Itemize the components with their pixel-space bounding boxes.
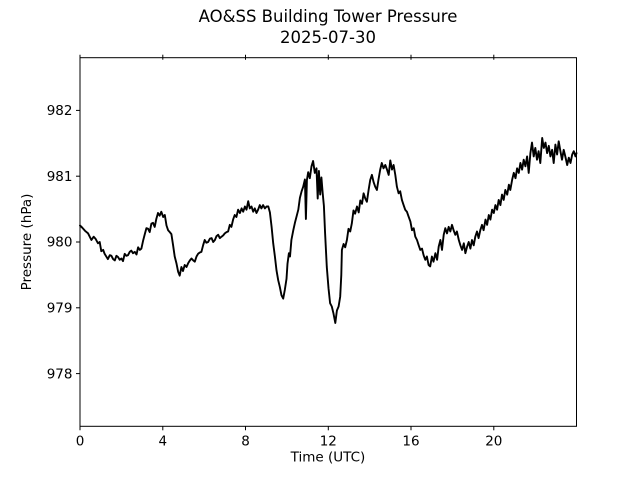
y-axis-ticks bbox=[76, 109, 80, 375]
pressure-trace bbox=[79, 137, 578, 324]
x-axis-ticks-bottom bbox=[79, 426, 495, 431]
x-tick-label: 0 bbox=[76, 434, 85, 450]
y-tick-label: 978 bbox=[47, 366, 73, 382]
chart-subtitle: 2025-07-30 bbox=[280, 28, 376, 47]
y-axis-label: Pressure (hPa) bbox=[19, 194, 35, 291]
x-axis-tick-labels: 0 4 8 12 16 20 bbox=[76, 434, 503, 450]
x-tick-label: 8 bbox=[241, 434, 250, 450]
x-axis-label: Time (UTC) bbox=[290, 450, 366, 466]
y-tick-label: 979 bbox=[47, 301, 73, 317]
x-tick-label: 20 bbox=[485, 434, 502, 450]
plot-border bbox=[79, 57, 577, 427]
x-tick-label: 4 bbox=[159, 434, 168, 450]
x-tick-label: 12 bbox=[320, 434, 337, 450]
y-tick-label: 981 bbox=[47, 169, 73, 185]
chart-title: AO&SS Building Tower Pressure bbox=[199, 7, 458, 26]
y-tick-label: 980 bbox=[47, 235, 73, 251]
y-tick-label: 982 bbox=[47, 103, 73, 119]
x-tick-label: 16 bbox=[402, 434, 419, 450]
y-axis-tick-labels: 978 979 980 981 982 bbox=[47, 103, 73, 382]
